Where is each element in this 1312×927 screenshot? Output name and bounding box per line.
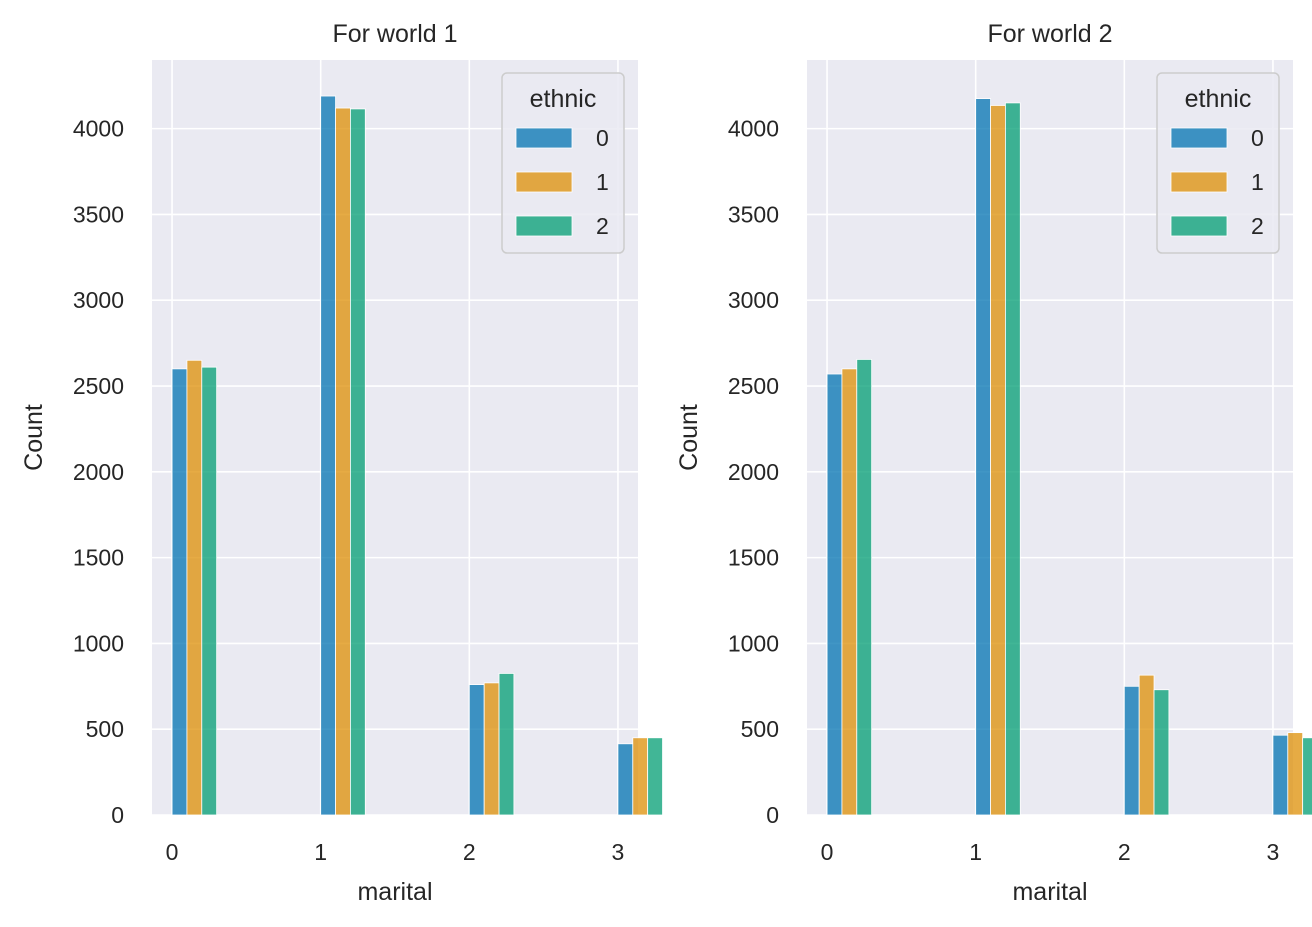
bar-series-1-cat-3 (632, 737, 649, 816)
bar-series-0-cat-0 (171, 368, 188, 816)
chart-panel-2: 0 500 1000 1500 2000 2500 3000 3500 4000 0 1 2 3 For … (675, 20, 1312, 906)
bar-series-2-cat-2 (498, 673, 515, 816)
legend-box (501, 72, 625, 254)
legend-title: ethnic (530, 85, 597, 113)
bar-series-1-cat-2 (483, 682, 500, 816)
chart-title: For world 2 (987, 20, 1112, 48)
y-tick-label: 1000 (728, 630, 779, 656)
bar-series-2-cat-0 (856, 359, 873, 816)
x-tick-label: 0 (821, 839, 834, 865)
legend-title: ethnic (1185, 85, 1252, 113)
bar-series-2-cat-1 (350, 108, 366, 816)
bar-series-0-cat-3 (617, 743, 634, 816)
bar-series-1-cat-0 (841, 368, 858, 816)
y-tick-label: 500 (741, 716, 779, 742)
y-axis-label: Count (675, 404, 703, 471)
legend-swatch-2 (1170, 215, 1228, 237)
bar-series-2-cat-2 (1153, 689, 1170, 816)
x-axis-label: marital (1012, 878, 1087, 906)
bar-series-1-cat-1 (335, 107, 351, 816)
x-tick-label: 1 (314, 839, 327, 865)
bar-series-2-cat-3 (647, 737, 663, 816)
y-tick-label: 2500 (728, 373, 779, 399)
x-tick-label: 3 (612, 839, 625, 865)
bar-series-0-cat-2 (468, 684, 485, 816)
bar-series-0-cat-1 (975, 98, 991, 816)
bar-series-0-cat-2 (1123, 685, 1140, 816)
y-tick-label: 3000 (728, 287, 779, 313)
x-tick-label: 1 (969, 839, 982, 865)
x-axis-label: marital (357, 878, 432, 906)
y-tick-label: 1500 (728, 545, 779, 571)
legend-swatch-0 (1170, 127, 1228, 149)
legend-label: 1 (1251, 169, 1264, 195)
x-tick-label: 3 (1267, 839, 1280, 865)
legend: ethnic 0 1 2 (1156, 72, 1280, 254)
bar-series-0-cat-0 (826, 373, 843, 816)
y-tick-label: 2500 (73, 373, 124, 399)
chart-panel-1: 0 500 1000 1500 2000 2500 3000 3500 4000 0 1 2 3 For … (20, 20, 663, 906)
y-tick-label: 0 (111, 802, 124, 828)
y-tick-label: 2000 (728, 459, 779, 485)
bar-series-2-cat-1 (1005, 102, 1021, 816)
bar-series-1-cat-0 (186, 359, 203, 816)
legend-swatch-0 (515, 127, 573, 149)
y-tick-label: 2000 (73, 459, 124, 485)
y-tick-label: 1500 (73, 545, 124, 571)
y-tick-label: 4000 (73, 116, 124, 142)
bar-series-0-cat-3 (1272, 734, 1289, 816)
legend-swatch-2 (515, 215, 573, 237)
y-tick-label: 4000 (728, 116, 779, 142)
x-tick-label: 2 (463, 839, 476, 865)
y-tick-label: 500 (86, 716, 124, 742)
y-tick-label: 3500 (73, 201, 124, 227)
legend: ethnic 0 1 2 (501, 72, 625, 254)
legend-label: 0 (1251, 125, 1264, 151)
legend-label: 2 (1251, 213, 1264, 239)
y-tick-label: 1000 (73, 630, 124, 656)
bar-series-1-cat-1 (990, 105, 1006, 816)
legend-swatch-1 (515, 171, 573, 193)
bar-series-0-cat-1 (320, 95, 336, 816)
y-tick-label: 0 (766, 802, 779, 828)
bar-series-1-cat-3 (1287, 732, 1304, 816)
x-tick-label: 2 (1118, 839, 1131, 865)
legend-box (1156, 72, 1280, 254)
bar-series-1-cat-2 (1138, 674, 1155, 816)
legend-label: 1 (596, 169, 609, 195)
y-tick-label: 3500 (728, 201, 779, 227)
bar-series-2-cat-0 (201, 366, 218, 816)
x-tick-label: 0 (166, 839, 179, 865)
y-axis-label: Count (20, 404, 48, 471)
bar-series-2-cat-3 (1302, 737, 1312, 816)
chart-title: For world 1 (332, 20, 457, 48)
legend-label: 0 (596, 125, 609, 151)
legend-swatch-1 (1170, 171, 1228, 193)
y-tick-label: 3000 (73, 287, 124, 313)
legend-label: 2 (596, 213, 609, 239)
